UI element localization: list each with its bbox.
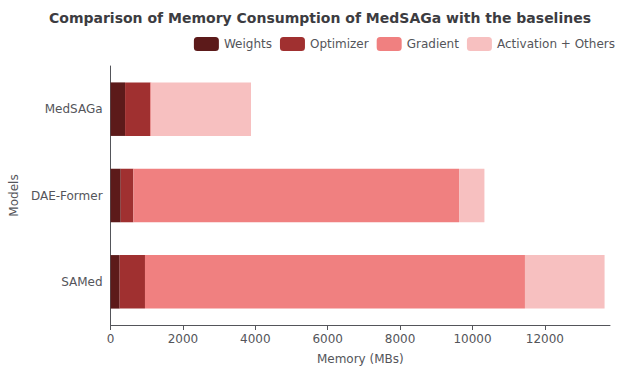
svg-text:2000: 2000 [168,332,199,346]
svg-text:Models: Models [7,174,21,216]
svg-text:SAMed: SAMed [61,275,102,289]
svg-text:DAE-Former: DAE-Former [31,189,103,203]
svg-text:Gradient: Gradient [407,37,460,51]
svg-text:8000: 8000 [385,332,416,346]
svg-text:6000: 6000 [312,332,343,346]
svg-text:0: 0 [107,332,115,346]
svg-text:MedSAGa: MedSAGa [45,102,103,116]
svg-text:4000: 4000 [240,332,271,346]
svg-text:Activation + Others: Activation + Others [497,37,615,51]
svg-text:Weights: Weights [224,37,272,51]
svg-text:Optimizer: Optimizer [310,37,369,51]
svg-text:10000: 10000 [453,332,491,346]
svg-text:Memory (MBs): Memory (MBs) [317,352,404,366]
svg-text:12000: 12000 [526,332,564,346]
svg-text:Comparison of Memory Consumpti: Comparison of Memory Consumption of MedS… [49,10,591,26]
